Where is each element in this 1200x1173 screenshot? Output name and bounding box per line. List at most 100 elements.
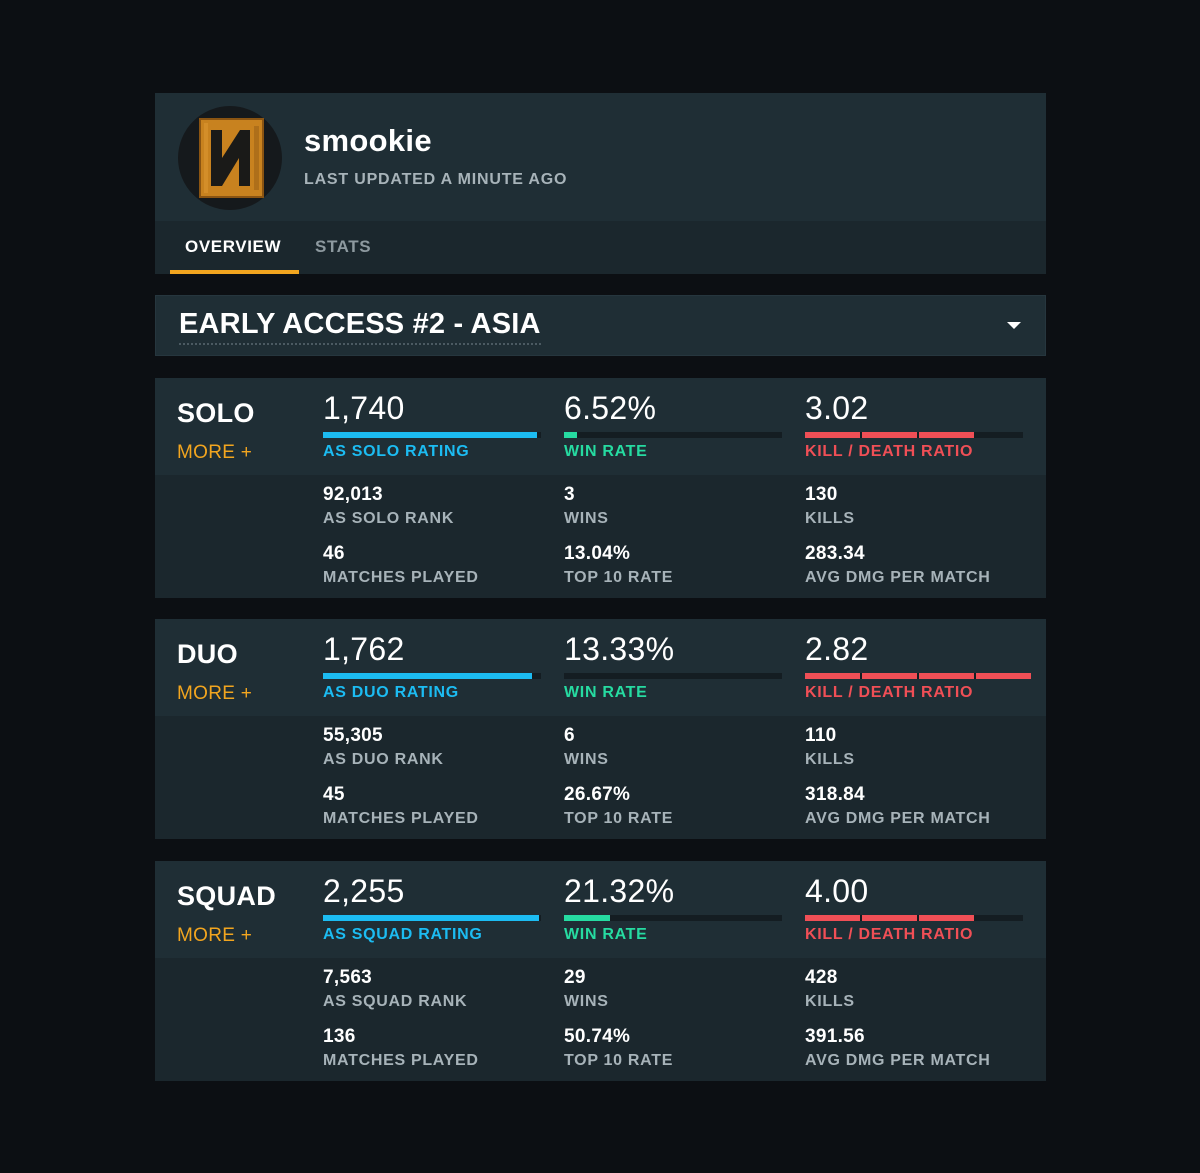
kd-bar-segment [805,673,860,679]
stat-value: 3 [564,484,575,505]
stat-label: MATCHES PLAYED [323,810,479,827]
rating-label: AS SOLO RATING [323,443,470,460]
rating-bar-fill [323,915,539,921]
stat-label: MATCHES PLAYED [323,569,479,586]
stat-value: 428 [805,967,838,988]
stat-value: 136 [323,1026,356,1047]
rating-value: 1,762 [323,631,405,667]
kd-bar-segment [805,432,860,438]
stat-label: WINS [564,993,609,1010]
mode-details [155,958,1046,1081]
avatar [178,106,282,210]
rating-label: AS SQUAD RATING [323,926,483,943]
win-rate-bar [564,673,782,679]
stat-value: 13.04% [564,543,631,564]
stat-value: 50.74% [564,1026,631,1047]
season-selected: EARLY ACCESS #2 - ASIA [179,308,541,345]
stat-value: 7,563 [323,967,373,988]
stat-label: WINS [564,510,609,527]
stat-label: TOP 10 RATE [564,810,674,827]
win-rate-label: WIN RATE [564,443,648,460]
kd-bar-segment [919,432,974,438]
kd-bar-segment [862,915,917,921]
stat-value: 110 [805,725,837,746]
stat-label: MATCHES PLAYED [323,1052,479,1069]
mode-name: SQUAD [177,881,277,911]
rating-label: AS DUO RATING [323,684,459,701]
stat-label: AVG DMG PER MATCH [805,810,991,827]
stat-value: 92,013 [323,484,383,505]
stat-value: 318.84 [805,784,865,805]
stat-label: TOP 10 RATE [564,569,674,586]
more-link[interactable]: MORE + [177,683,253,704]
win-rate-value: 6.52% [564,390,657,426]
tab-overview[interactable]: OVERVIEW [185,237,282,256]
win-rate-bar [564,432,782,438]
stat-value: 55,305 [323,725,383,746]
kd-value: 4.00 [805,873,869,909]
stat-label: KILLS [805,751,855,768]
tab-stats[interactable]: STATS [315,237,372,256]
kd-bar-segment [919,673,974,679]
stat-label: AS SQUAD RANK [323,993,468,1010]
win-rate-bar [564,915,782,921]
more-link[interactable]: MORE + [177,442,253,463]
profile-header: smookie LAST UPDATED A MINUTE AGO OVERVI… [155,93,1046,274]
mode-details [155,475,1046,598]
kd-bar [805,915,1023,921]
mode-card-solo: SOLO MORE + 1,740 AS SOLO RATING 92,013 … [155,378,1046,598]
rating-bar [323,915,541,921]
kd-bar-segment [919,915,974,921]
win-rate-label: WIN RATE [564,926,648,943]
kd-bar-segment [862,673,917,679]
stat-value: 46 [323,543,345,564]
stat-value: 283.34 [805,543,865,564]
stat-value: 26.67% [564,784,631,805]
stat-label: KILLS [805,993,855,1010]
stat-label: TOP 10 RATE [564,1052,674,1069]
rating-bar-fill [323,673,533,679]
kd-bar [805,432,1023,438]
kd-label: KILL / DEATH RATIO [805,443,974,460]
active-tab-indicator [170,270,299,274]
rating-bar [323,673,541,679]
stat-value: 45 [323,784,345,805]
season-dropdown[interactable]: EARLY ACCESS #2 - ASIA [155,295,1046,356]
win-rate-bar-fill [564,432,578,438]
profile-info: smookie LAST UPDATED A MINUTE AGO [155,93,1046,221]
username: smookie [304,123,432,158]
stat-value: 29 [564,967,586,988]
mode-name: DUO [177,639,238,669]
stat-label: AS DUO RANK [323,751,444,768]
stat-value: 6 [564,725,575,746]
kd-bar-segment [862,432,917,438]
win-rate-value: 13.33% [564,631,675,667]
mode-card-squad: SQUAD MORE + 2,255 AS SQUAD RATING 7,563… [155,861,1046,1081]
rating-value: 1,740 [323,390,405,426]
kd-value: 3.02 [805,390,869,426]
stat-label: AS SOLO RANK [323,510,455,527]
rating-bar [323,432,541,438]
win-rate-value: 21.32% [564,873,675,909]
stat-value: 391.56 [805,1026,865,1047]
mode-details [155,716,1046,839]
n-logo-icon [199,118,264,198]
stat-label: KILLS [805,510,855,527]
mode-name: SOLO [177,398,255,428]
stat-value: 130 [805,484,838,505]
kd-bar-segment [805,915,860,921]
chevron-down-icon [1007,322,1021,329]
kd-bar-segment [976,673,1031,679]
kd-label: KILL / DEATH RATIO [805,926,974,943]
stat-label: WINS [564,751,609,768]
more-link[interactable]: MORE + [177,925,253,946]
rating-value: 2,255 [323,873,405,909]
last-updated: LAST UPDATED A MINUTE AGO [304,171,568,188]
kd-label: KILL / DEATH RATIO [805,684,974,701]
win-rate-label: WIN RATE [564,684,648,701]
rating-bar-fill [323,432,537,438]
stat-label: AVG DMG PER MATCH [805,569,991,586]
mode-card-duo: DUO MORE + 1,762 AS DUO RATING 55,305 AS… [155,619,1046,839]
kd-value: 2.82 [805,631,869,667]
tab-bar: OVERVIEW STATS [155,221,1046,274]
